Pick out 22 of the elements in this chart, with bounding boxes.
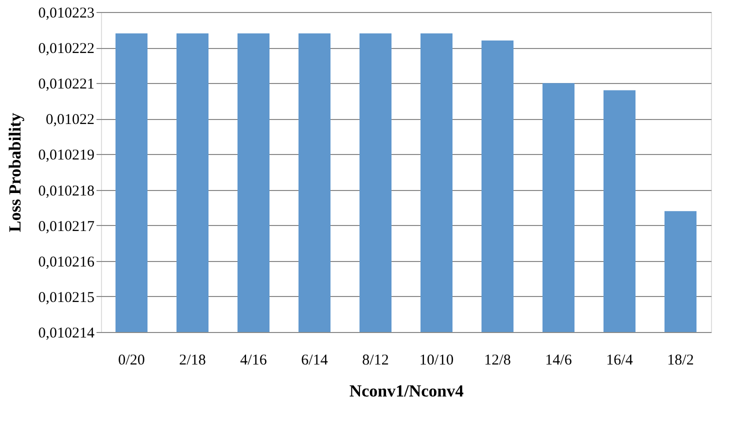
x-tick-label: 16/4 (606, 352, 634, 368)
x-tick-label: 12/8 (484, 352, 511, 368)
x-tick-label: 18/2 (667, 352, 694, 368)
x-axis-title: Nconv1/Nconv4 (349, 382, 464, 400)
y-axis-title: Loss Probability (5, 112, 24, 232)
y-tick-label: 0,010217 (38, 218, 95, 235)
x-tick-label: 4/16 (240, 352, 268, 368)
x-tick-label: 10/10 (419, 352, 454, 368)
y-tick-label: 0,010214 (38, 326, 95, 342)
x-tick-label: 8/12 (362, 352, 389, 368)
y-tick-label: 0,010223 (38, 6, 94, 22)
x-tick-label: 2/18 (179, 352, 206, 368)
y-tick-label: 0,010221 (38, 76, 94, 93)
x-tick-label: 6/14 (301, 352, 328, 368)
y-tick-label: 0,010216 (38, 254, 95, 270)
y-tick-label: 0,010218 (38, 183, 94, 200)
x-tick-label: 0/20 (118, 352, 145, 368)
y-tick-label: 0,010219 (38, 148, 94, 164)
y-tick-label: 0,010215 (38, 290, 94, 306)
x-tick-label: 14/6 (545, 352, 572, 368)
y-tick-label: 0,01022 (46, 112, 94, 128)
y-tick-label: 0,010222 (38, 41, 94, 58)
